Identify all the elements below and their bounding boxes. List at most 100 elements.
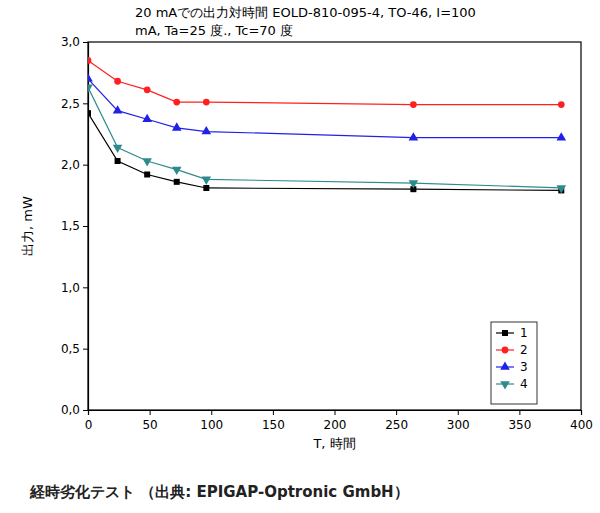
y-tick: 3,0 xyxy=(61,35,88,49)
legend-label: 4 xyxy=(520,377,528,391)
data-point xyxy=(144,171,150,177)
legend-marker xyxy=(500,381,510,389)
x-tick-label: 400 xyxy=(570,418,593,432)
data-point xyxy=(202,126,212,134)
data-point xyxy=(88,73,93,81)
data-point xyxy=(113,105,123,113)
legend-label: 1 xyxy=(520,326,528,340)
series-line xyxy=(88,113,561,190)
x-tick-label: 300 xyxy=(447,418,470,432)
y-axis-title: 出力, mW xyxy=(20,196,35,256)
x-axis: 0 50 100 150 200 250 300 350 400 xyxy=(85,410,593,432)
y-tick-label: 0,0 xyxy=(61,403,80,417)
x-tick-mark xyxy=(458,410,459,415)
y-tick-label: 2,5 xyxy=(61,97,80,111)
data-layer xyxy=(88,57,566,194)
data-point xyxy=(556,132,566,140)
y-tick-label: 3,0 xyxy=(61,35,80,49)
y-tick-mark xyxy=(83,226,88,227)
x-tick-label: 0 xyxy=(85,418,93,432)
y-tick-label: 1,0 xyxy=(61,281,80,295)
series xyxy=(88,57,565,108)
x-tick: 250 xyxy=(385,410,408,432)
x-tick-mark xyxy=(581,410,582,415)
y-tick-label: 0,5 xyxy=(61,342,80,356)
x-tick-mark xyxy=(211,410,212,415)
x-tick-label: 100 xyxy=(200,418,223,432)
legend-marker xyxy=(500,361,510,369)
data-point xyxy=(410,101,417,108)
x-tick-label: 150 xyxy=(262,418,285,432)
data-point xyxy=(409,180,419,188)
y-tick-label: 2,0 xyxy=(61,158,80,172)
x-tick-mark xyxy=(150,410,151,415)
data-point xyxy=(203,99,210,106)
data-point xyxy=(558,101,565,108)
x-tick-label: 50 xyxy=(142,418,157,432)
y-tick-mark xyxy=(83,103,88,104)
x-axis-title: T, 時間 xyxy=(312,436,355,451)
x-tick: 0 xyxy=(85,410,93,432)
data-point xyxy=(142,114,152,122)
data-point xyxy=(115,158,121,164)
series-line xyxy=(88,60,561,104)
caption: 経時劣化テスト （出典: EPIGAP-Optronic GmbH） xyxy=(29,483,409,501)
y-tick-label: 1,5 xyxy=(61,219,80,233)
legend-marker xyxy=(502,347,509,354)
x-tick-label: 250 xyxy=(385,418,408,432)
y-tick-mark xyxy=(83,410,88,411)
x-tick: 200 xyxy=(324,410,347,432)
x-tick: 300 xyxy=(447,410,470,432)
x-tick-label: 350 xyxy=(508,418,531,432)
y-tick-mark xyxy=(83,349,88,350)
data-point xyxy=(556,185,566,193)
y-tick-mark xyxy=(83,42,88,43)
legend: 1 2 3 4 xyxy=(491,322,537,404)
data-point xyxy=(114,78,121,85)
y-tick: 1,5 xyxy=(61,219,88,233)
data-point xyxy=(203,185,209,191)
subtitle: mA, Ta=25 度., Tc=70 度 xyxy=(135,23,293,38)
y-tick: 1,0 xyxy=(61,281,88,295)
title: 20 mAでの出力対時間 EOLD-810-095-4, TO-46, I=10… xyxy=(135,5,476,20)
x-tick: 350 xyxy=(508,410,531,432)
series-line xyxy=(88,87,561,188)
data-point xyxy=(88,57,91,64)
chart: 0 50 100 150 200 250 300 350 400 0,0 0,5 1,0 1,5 2,0 2… xyxy=(0,0,600,513)
data-point xyxy=(202,177,212,185)
series xyxy=(88,85,566,194)
data-point xyxy=(113,145,123,153)
data-point xyxy=(172,122,182,130)
x-tick-mark xyxy=(396,410,397,415)
x-tick-label: 200 xyxy=(324,418,347,432)
data-point xyxy=(173,99,180,106)
x-tick: 100 xyxy=(200,410,223,432)
data-point xyxy=(142,158,152,166)
plot-frame xyxy=(88,42,581,410)
y-tick: 0,5 xyxy=(61,342,88,356)
x-tick: 150 xyxy=(262,410,285,432)
data-point xyxy=(88,85,93,93)
legend-marker xyxy=(502,330,508,336)
y-tick: 0,0 xyxy=(61,403,88,417)
x-tick-mark xyxy=(519,410,520,415)
plot-area: 0 50 100 150 200 250 300 350 400 0,0 0,5 1,0 1,5 2,0 2… xyxy=(61,35,593,431)
x-tick: 400 xyxy=(570,410,593,432)
data-point xyxy=(409,132,419,140)
legend-label: 2 xyxy=(520,343,528,357)
x-tick-mark xyxy=(335,410,336,415)
legend-label: 3 xyxy=(520,360,528,374)
legend-box xyxy=(491,322,537,404)
x-tick-mark xyxy=(273,410,274,415)
y-axis: 0,0 0,5 1,0 1,5 2,0 2,5 3,0 xyxy=(61,35,89,417)
data-point xyxy=(144,86,151,93)
data-point xyxy=(88,110,91,116)
x-axis-line xyxy=(89,411,582,416)
series-line xyxy=(88,79,561,138)
y-tick-mark xyxy=(83,287,88,288)
y-tick: 2,0 xyxy=(61,158,88,172)
y-tick-mark xyxy=(83,165,88,166)
data-point xyxy=(174,179,180,185)
y-tick: 2,5 xyxy=(61,97,88,111)
y-axis-line xyxy=(83,43,89,411)
